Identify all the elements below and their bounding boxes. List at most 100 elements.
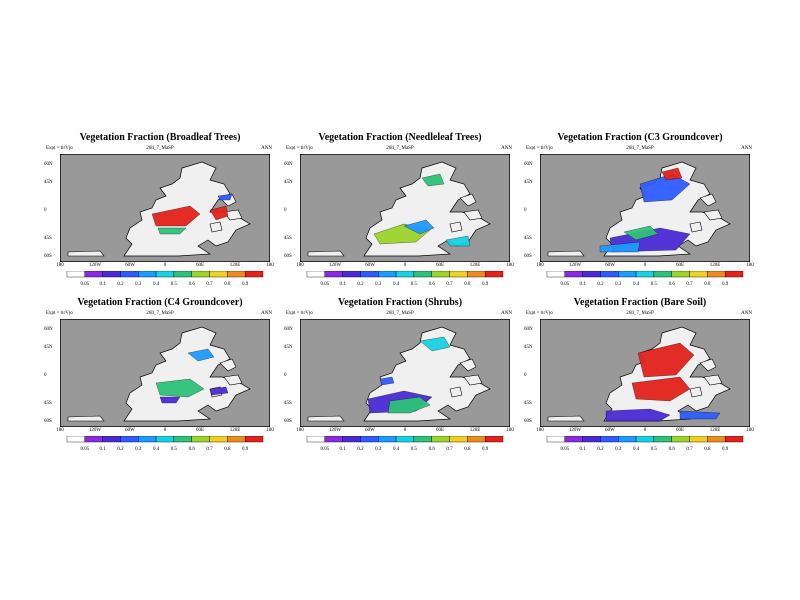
vegetation-field (599, 167, 691, 253)
colorbar-tick-label: 0.8 (464, 447, 471, 452)
expt-label: Expt = tirVjo (46, 311, 73, 316)
colorbar-tick-label: 0.8 (224, 282, 231, 287)
lat-tick-label: 60N (44, 162, 53, 167)
colorbar-segment (413, 271, 432, 278)
colorbar-tick-label: 0.1 (100, 282, 107, 287)
colorbar-tick-label: 0.9 (482, 447, 489, 452)
map-panel: Vegetation Fraction (Broadleaf Trees) Exp… (40, 132, 280, 292)
lon-tick-label: 120W (568, 263, 582, 268)
lat-tick-label: 0 (44, 208, 47, 213)
colorbar-tick-label: 0.7 (446, 282, 453, 287)
island-outline (449, 221, 463, 233)
season-label: ANN (741, 311, 752, 316)
island-outline (307, 415, 345, 422)
colorbar-segment (484, 436, 504, 443)
lon-tick-label: 180 (506, 263, 514, 268)
lat-tick-label: 45N (524, 180, 533, 185)
colorbar-tick-label: 0.7 (686, 282, 693, 287)
colorbar-segment (342, 271, 361, 278)
lat-tick-label: 60N (524, 162, 533, 167)
vegetation-patch (631, 376, 691, 402)
colorbar-segment (671, 271, 690, 278)
colorbar-segment (467, 436, 486, 443)
colorbar-segment (671, 436, 690, 443)
expt-label: Expt = tirVjo (526, 311, 553, 316)
island-outline (459, 358, 477, 372)
vegetation-patch (387, 396, 431, 414)
colorbar-tick-label: 0.2 (597, 447, 604, 452)
colorbar: 0.05 0.1 0.2 0.3 0.4 0.5 0.6 0.7 0.8 0.9 (306, 436, 504, 452)
colorbar-segment (618, 436, 637, 443)
island-outline (703, 209, 723, 221)
lat-tick-label: 60S (284, 254, 292, 259)
lat-tick-label: 45S (284, 236, 292, 241)
lon-tick-label: 180 (56, 263, 64, 268)
colorbar-tick-label: 0.6 (189, 447, 196, 452)
island-outline (67, 415, 105, 422)
lon-tick-label: 120E (469, 263, 481, 268)
colorbar-tick-label: 0.05 (320, 282, 329, 287)
island-outline (547, 250, 585, 257)
lon-tick-label: 60E (675, 428, 685, 433)
lon-tick-label: 180 (536, 263, 544, 268)
colorbar: 0.05 0.1 0.2 0.3 0.4 0.5 0.6 0.7 0.8 0.9 (66, 271, 264, 287)
island-outline (459, 193, 477, 207)
lon-tick-label: 120W (568, 428, 582, 433)
map-panel: Vegetation Fraction (Shrubs) Expt = tirVj… (280, 297, 520, 457)
colorbar-tick-label: 0.1 (340, 447, 347, 452)
colorbar-segment (413, 436, 432, 443)
colorbar-tick-label: 0.6 (429, 282, 436, 287)
lon-tick-label: 60W (365, 428, 375, 433)
lat-tick-label: 45N (284, 180, 293, 185)
colorbar: 0.05 0.1 0.2 0.3 0.4 0.5 0.6 0.7 0.8 0.9 (546, 436, 744, 452)
colorbar-segment (66, 436, 86, 443)
lon-tick-label: 120E (469, 428, 481, 433)
colorbar-tick-label: 0.4 (153, 447, 160, 452)
lon-tick-label: 60W (365, 263, 375, 268)
island-outline (699, 358, 717, 372)
season-label: ANN (501, 311, 512, 316)
map-plot (300, 319, 510, 427)
map-plot (60, 154, 270, 262)
colorbar-tick-label: 0.6 (669, 282, 676, 287)
lat-tick-label: 0 (524, 373, 527, 378)
colorbar-tick-label: 0.3 (135, 282, 142, 287)
lon-tick-label: 60E (435, 428, 445, 433)
colorbar-tick-label: 0.5 (171, 447, 178, 452)
colorbar-segment (564, 271, 583, 278)
island-outline (689, 221, 703, 233)
colorbar-tick-label: 0.5 (411, 447, 418, 452)
lat-tick-label: 0 (284, 208, 287, 213)
colorbar-segment (360, 436, 379, 443)
vegetation-patch (599, 241, 641, 253)
lat-tick-label: 0 (524, 208, 527, 213)
colorbar-segment (582, 436, 601, 443)
map-frame (60, 319, 270, 427)
lon-tick-label: 0 (163, 428, 167, 433)
colorbar-segment (653, 436, 672, 443)
colorbar-segment (707, 271, 726, 278)
vegetation-patch (379, 376, 395, 386)
colorbar-tick-label: 0.5 (171, 282, 178, 287)
colorbar-segment (155, 271, 175, 278)
vegetation-field (605, 342, 721, 422)
colorbar-tick-label: 0.5 (411, 282, 418, 287)
colorbar-segment (138, 271, 157, 278)
colorbar-segment (724, 436, 744, 443)
lat-tick-label: 45S (524, 401, 532, 406)
colorbar-segments (66, 271, 264, 278)
vegetation-patch (209, 205, 229, 221)
colorbar-segment (689, 271, 708, 278)
case-label: 26ll_7_MaSP (626, 311, 654, 316)
colorbar-segments (546, 271, 744, 278)
colorbar-segment (564, 436, 583, 443)
colorbar-tick-label: 0.6 (189, 282, 196, 287)
island-outline (689, 386, 703, 398)
map-panel: Vegetation Fraction (C3 Groundcover) Expt… (520, 132, 760, 292)
expt-label: Expt = tirVjo (46, 146, 73, 151)
colorbar-segment (120, 271, 139, 278)
colorbar-segment (209, 271, 228, 278)
colorbar-segment (227, 436, 246, 443)
colorbar-tick-label: 0.3 (375, 282, 382, 287)
lat-tick-label: 45N (284, 345, 293, 350)
